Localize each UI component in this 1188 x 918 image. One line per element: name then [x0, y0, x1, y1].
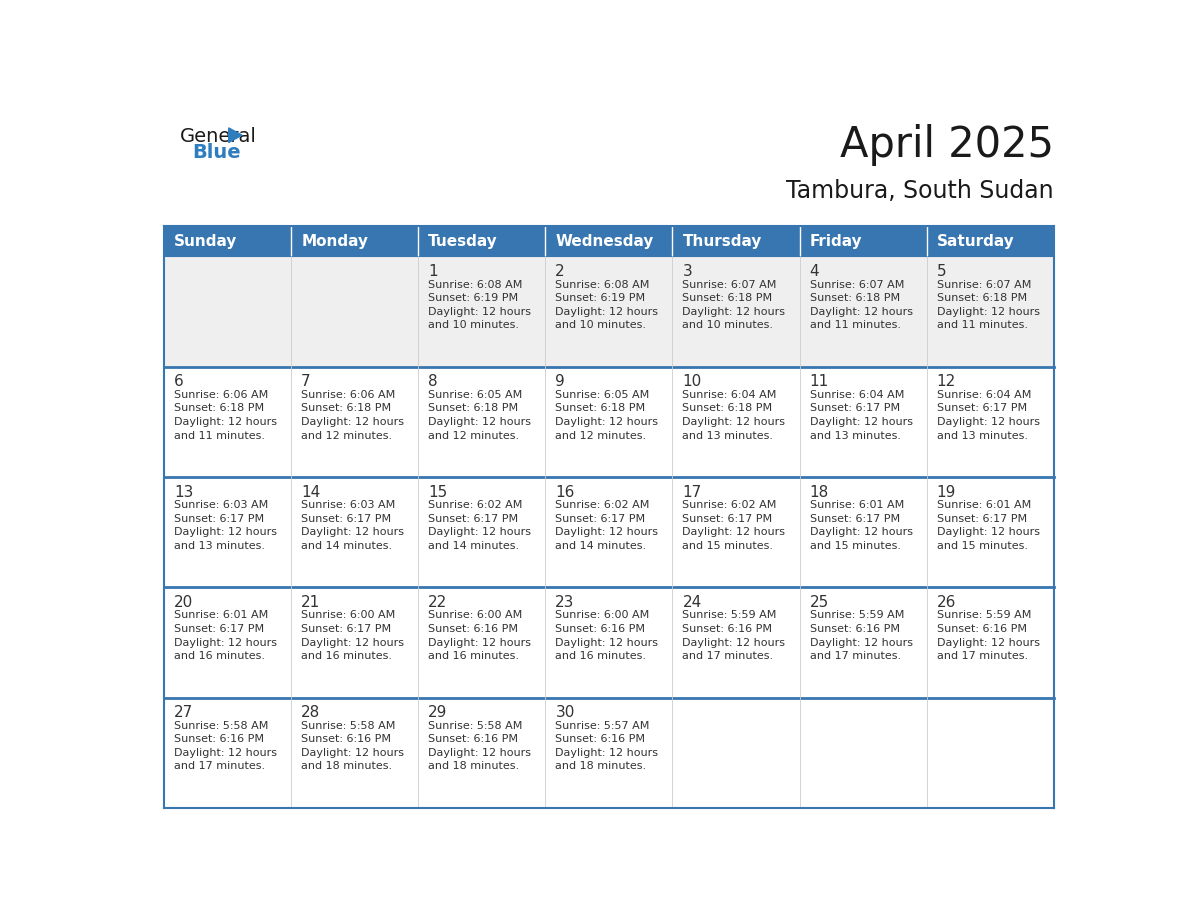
Text: 21: 21 — [302, 595, 321, 610]
Text: Sunrise: 6:03 AM
Sunset: 6:17 PM
Daylight: 12 hours
and 14 minutes.: Sunrise: 6:03 AM Sunset: 6:17 PM Dayligh… — [302, 500, 404, 551]
Text: 1: 1 — [429, 264, 438, 279]
Text: 6: 6 — [175, 375, 184, 389]
Text: Sunrise: 6:07 AM
Sunset: 6:18 PM
Daylight: 12 hours
and 10 minutes.: Sunrise: 6:07 AM Sunset: 6:18 PM Dayligh… — [682, 280, 785, 330]
Text: 3: 3 — [682, 264, 693, 279]
Text: Sunrise: 6:01 AM
Sunset: 6:17 PM
Daylight: 12 hours
and 15 minutes.: Sunrise: 6:01 AM Sunset: 6:17 PM Dayligh… — [809, 500, 912, 551]
Text: Sunrise: 6:06 AM
Sunset: 6:18 PM
Daylight: 12 hours
and 12 minutes.: Sunrise: 6:06 AM Sunset: 6:18 PM Dayligh… — [302, 390, 404, 441]
Text: Sunrise: 6:00 AM
Sunset: 6:17 PM
Daylight: 12 hours
and 16 minutes.: Sunrise: 6:00 AM Sunset: 6:17 PM Dayligh… — [302, 610, 404, 661]
Text: 4: 4 — [809, 264, 820, 279]
Text: Monday: Monday — [302, 233, 368, 249]
Text: Sunrise: 6:00 AM
Sunset: 6:16 PM
Daylight: 12 hours
and 16 minutes.: Sunrise: 6:00 AM Sunset: 6:16 PM Dayligh… — [555, 610, 658, 661]
Text: 8: 8 — [429, 375, 438, 389]
Bar — [164, 588, 1054, 698]
Text: Wednesday: Wednesday — [555, 233, 653, 249]
Text: 28: 28 — [302, 705, 321, 721]
Text: Sunrise: 5:59 AM
Sunset: 6:16 PM
Daylight: 12 hours
and 17 minutes.: Sunrise: 5:59 AM Sunset: 6:16 PM Dayligh… — [809, 610, 912, 661]
Text: Sunrise: 5:58 AM
Sunset: 6:16 PM
Daylight: 12 hours
and 17 minutes.: Sunrise: 5:58 AM Sunset: 6:16 PM Dayligh… — [175, 721, 277, 771]
Text: 18: 18 — [809, 485, 829, 499]
Bar — [164, 698, 1054, 808]
Text: 13: 13 — [175, 485, 194, 499]
Text: 11: 11 — [809, 375, 829, 389]
Text: Tambura, South Sudan: Tambura, South Sudan — [786, 179, 1054, 204]
Text: 17: 17 — [682, 485, 702, 499]
Bar — [418, 226, 545, 256]
Text: Sunrise: 6:03 AM
Sunset: 6:17 PM
Daylight: 12 hours
and 13 minutes.: Sunrise: 6:03 AM Sunset: 6:17 PM Dayligh… — [175, 500, 277, 551]
Bar — [545, 226, 672, 256]
Text: 24: 24 — [682, 595, 702, 610]
Text: 23: 23 — [555, 595, 575, 610]
Text: 10: 10 — [682, 375, 702, 389]
Text: Sunrise: 6:02 AM
Sunset: 6:17 PM
Daylight: 12 hours
and 14 minutes.: Sunrise: 6:02 AM Sunset: 6:17 PM Dayligh… — [555, 500, 658, 551]
Text: Sunrise: 6:04 AM
Sunset: 6:17 PM
Daylight: 12 hours
and 13 minutes.: Sunrise: 6:04 AM Sunset: 6:17 PM Dayligh… — [809, 390, 912, 441]
Text: 12: 12 — [936, 375, 956, 389]
Text: Sunrise: 5:59 AM
Sunset: 6:16 PM
Daylight: 12 hours
and 17 minutes.: Sunrise: 5:59 AM Sunset: 6:16 PM Dayligh… — [936, 610, 1040, 661]
Text: 27: 27 — [175, 705, 194, 721]
Text: 2: 2 — [555, 264, 565, 279]
Text: 22: 22 — [429, 595, 448, 610]
Text: Thursday: Thursday — [682, 233, 762, 249]
Text: Sunrise: 5:58 AM
Sunset: 6:16 PM
Daylight: 12 hours
and 18 minutes.: Sunrise: 5:58 AM Sunset: 6:16 PM Dayligh… — [302, 721, 404, 771]
Text: 30: 30 — [555, 705, 575, 721]
Text: 15: 15 — [429, 485, 448, 499]
Text: 7: 7 — [302, 375, 311, 389]
Text: Sunrise: 5:57 AM
Sunset: 6:16 PM
Daylight: 12 hours
and 18 minutes.: Sunrise: 5:57 AM Sunset: 6:16 PM Dayligh… — [555, 721, 658, 771]
Bar — [672, 226, 800, 256]
Text: Sunrise: 6:04 AM
Sunset: 6:17 PM
Daylight: 12 hours
and 13 minutes.: Sunrise: 6:04 AM Sunset: 6:17 PM Dayligh… — [936, 390, 1040, 441]
Text: Sunrise: 6:07 AM
Sunset: 6:18 PM
Daylight: 12 hours
and 11 minutes.: Sunrise: 6:07 AM Sunset: 6:18 PM Dayligh… — [809, 280, 912, 330]
Text: Sunrise: 6:00 AM
Sunset: 6:16 PM
Daylight: 12 hours
and 16 minutes.: Sunrise: 6:00 AM Sunset: 6:16 PM Dayligh… — [429, 610, 531, 661]
Text: Blue: Blue — [192, 142, 240, 162]
Text: 25: 25 — [809, 595, 829, 610]
Text: 29: 29 — [429, 705, 448, 721]
Text: Sunrise: 6:05 AM
Sunset: 6:18 PM
Daylight: 12 hours
and 12 minutes.: Sunrise: 6:05 AM Sunset: 6:18 PM Dayligh… — [429, 390, 531, 441]
Text: 5: 5 — [936, 264, 947, 279]
Text: Sunrise: 6:04 AM
Sunset: 6:18 PM
Daylight: 12 hours
and 13 minutes.: Sunrise: 6:04 AM Sunset: 6:18 PM Dayligh… — [682, 390, 785, 441]
Text: Friday: Friday — [809, 233, 862, 249]
Text: Sunrise: 6:01 AM
Sunset: 6:17 PM
Daylight: 12 hours
and 16 minutes.: Sunrise: 6:01 AM Sunset: 6:17 PM Dayligh… — [175, 610, 277, 661]
Bar — [164, 226, 291, 256]
Text: 19: 19 — [936, 485, 956, 499]
Text: Sunday: Sunday — [175, 233, 238, 249]
Text: Sunrise: 5:58 AM
Sunset: 6:16 PM
Daylight: 12 hours
and 18 minutes.: Sunrise: 5:58 AM Sunset: 6:16 PM Dayligh… — [429, 721, 531, 771]
Text: Tuesday: Tuesday — [429, 233, 498, 249]
Text: Sunrise: 6:02 AM
Sunset: 6:17 PM
Daylight: 12 hours
and 15 minutes.: Sunrise: 6:02 AM Sunset: 6:17 PM Dayligh… — [682, 500, 785, 551]
Text: 26: 26 — [936, 595, 956, 610]
Bar — [291, 226, 418, 256]
Text: Sunrise: 6:07 AM
Sunset: 6:18 PM
Daylight: 12 hours
and 11 minutes.: Sunrise: 6:07 AM Sunset: 6:18 PM Dayligh… — [936, 280, 1040, 330]
Text: Sunrise: 6:01 AM
Sunset: 6:17 PM
Daylight: 12 hours
and 15 minutes.: Sunrise: 6:01 AM Sunset: 6:17 PM Dayligh… — [936, 500, 1040, 551]
Bar — [164, 256, 1054, 366]
Text: Sunrise: 6:08 AM
Sunset: 6:19 PM
Daylight: 12 hours
and 10 minutes.: Sunrise: 6:08 AM Sunset: 6:19 PM Dayligh… — [429, 280, 531, 330]
Bar — [164, 366, 1054, 477]
Text: General: General — [179, 127, 257, 146]
Text: Sunrise: 6:08 AM
Sunset: 6:19 PM
Daylight: 12 hours
and 10 minutes.: Sunrise: 6:08 AM Sunset: 6:19 PM Dayligh… — [555, 280, 658, 330]
Text: April 2025: April 2025 — [840, 124, 1054, 166]
Text: Sunrise: 5:59 AM
Sunset: 6:16 PM
Daylight: 12 hours
and 17 minutes.: Sunrise: 5:59 AM Sunset: 6:16 PM Dayligh… — [682, 610, 785, 661]
Text: Saturday: Saturday — [936, 233, 1015, 249]
Text: Sunrise: 6:05 AM
Sunset: 6:18 PM
Daylight: 12 hours
and 12 minutes.: Sunrise: 6:05 AM Sunset: 6:18 PM Dayligh… — [555, 390, 658, 441]
Bar — [164, 477, 1054, 588]
Text: 20: 20 — [175, 595, 194, 610]
Text: Sunrise: 6:02 AM
Sunset: 6:17 PM
Daylight: 12 hours
and 14 minutes.: Sunrise: 6:02 AM Sunset: 6:17 PM Dayligh… — [429, 500, 531, 551]
Bar — [800, 226, 927, 256]
Text: 9: 9 — [555, 375, 565, 389]
Text: Sunrise: 6:06 AM
Sunset: 6:18 PM
Daylight: 12 hours
and 11 minutes.: Sunrise: 6:06 AM Sunset: 6:18 PM Dayligh… — [175, 390, 277, 441]
Text: 14: 14 — [302, 485, 321, 499]
Polygon shape — [229, 128, 242, 142]
Text: 16: 16 — [555, 485, 575, 499]
Bar — [927, 226, 1054, 256]
